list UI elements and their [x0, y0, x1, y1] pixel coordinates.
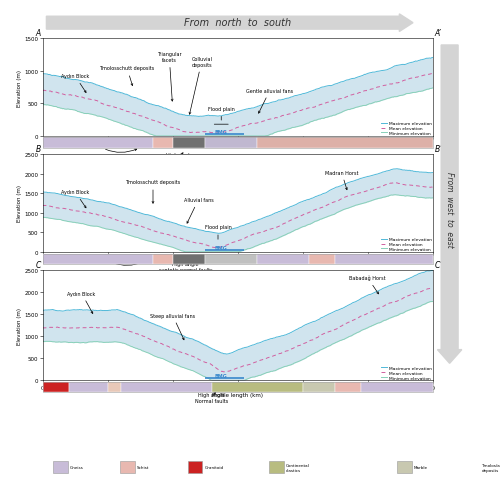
- Text: Aydın Block: Aydın Block: [61, 190, 89, 208]
- Bar: [120, 461, 135, 473]
- Text: B’: B’: [434, 145, 442, 154]
- Text: High angle
syntetic normal faults: High angle syntetic normal faults: [152, 152, 206, 163]
- Text: Continental
clastics: Continental clastics: [286, 463, 310, 471]
- Bar: [188, 461, 202, 473]
- Bar: [153, 138, 172, 148]
- Text: A: A: [36, 29, 41, 38]
- FancyArrow shape: [438, 46, 462, 364]
- Text: Flood plain: Flood plain: [204, 225, 232, 240]
- Text: Madran Horst: Madran Horst: [325, 170, 358, 190]
- FancyArrow shape: [46, 15, 413, 32]
- Bar: [302, 382, 335, 392]
- Bar: [335, 382, 361, 392]
- Text: Gentle alluvial fans: Gentle alluvial fans: [246, 88, 294, 114]
- Bar: [361, 382, 432, 392]
- Legend: Maximum elevation, Mean elevation, Minimum elevation: Maximum elevation, Mean elevation, Minim…: [380, 366, 432, 380]
- Bar: [108, 382, 120, 392]
- Text: Gneiss: Gneiss: [70, 465, 83, 469]
- Text: Marble: Marble: [414, 465, 428, 469]
- Bar: [257, 138, 432, 148]
- Bar: [205, 254, 257, 264]
- Text: From  north  to  south: From north to south: [184, 18, 291, 28]
- Text: B: B: [36, 145, 41, 154]
- Bar: [205, 138, 257, 148]
- Text: Aydın Block: Aydın Block: [68, 291, 96, 314]
- Text: Detachment fault: Detachment fault: [73, 141, 136, 153]
- Y-axis label: Elevation (m): Elevation (m): [16, 69, 21, 106]
- Y-axis label: Elevation (m): Elevation (m): [16, 307, 21, 344]
- Text: Tmolos/alluvial fan
deposits: Tmolos/alluvial fan deposits: [482, 463, 500, 471]
- Bar: [269, 461, 284, 473]
- Bar: [172, 254, 205, 264]
- Text: Colluvial
deposits: Colluvial deposits: [189, 57, 212, 115]
- Text: High angle
syntetic normal faults: High angle syntetic normal faults: [158, 261, 212, 272]
- Text: Babadağ Horst: Babadağ Horst: [349, 275, 386, 294]
- Bar: [68, 382, 108, 392]
- Bar: [120, 382, 212, 392]
- Bar: [42, 382, 68, 392]
- Bar: [52, 461, 68, 473]
- Text: Triangular
facets: Triangular facets: [157, 52, 182, 102]
- Text: BMG: BMG: [215, 245, 228, 250]
- Text: Aydın Block: Aydın Block: [61, 74, 89, 93]
- Text: Detachment fault: Detachment fault: [80, 254, 144, 266]
- Bar: [398, 461, 412, 473]
- Bar: [172, 138, 205, 148]
- Bar: [42, 254, 153, 264]
- Text: High angle
Normal faults: High angle Normal faults: [195, 392, 228, 403]
- X-axis label: Profile length (km): Profile length (km): [212, 392, 263, 398]
- Text: Flood plain: Flood plain: [208, 106, 234, 121]
- Bar: [309, 254, 335, 264]
- Text: Steep alluvial fans: Steep alluvial fans: [150, 313, 195, 340]
- Bar: [42, 138, 153, 148]
- Text: C: C: [35, 261, 40, 270]
- Bar: [257, 254, 309, 264]
- Text: C’: C’: [434, 261, 442, 270]
- Text: Alluvial fans: Alluvial fans: [184, 198, 214, 224]
- Bar: [335, 254, 432, 264]
- Text: BMG: BMG: [215, 373, 228, 379]
- Legend: Maximum elevation, Mean elevation, Minimum elevation: Maximum elevation, Mean elevation, Minim…: [380, 238, 432, 251]
- Bar: [153, 254, 172, 264]
- Text: Granitoid: Granitoid: [204, 465, 224, 469]
- Text: From  west  to  east: From west to east: [445, 172, 454, 247]
- Text: Tmolosschutt deposits: Tmolosschutt deposits: [100, 66, 154, 86]
- Y-axis label: Elevation (m): Elevation (m): [16, 185, 21, 222]
- Text: Tmolosschutt deposits: Tmolosschutt deposits: [126, 180, 180, 204]
- Text: Schist: Schist: [137, 465, 149, 469]
- Bar: [465, 461, 479, 473]
- Text: A’: A’: [434, 29, 441, 38]
- Text: BMG: BMG: [215, 130, 228, 135]
- Bar: [212, 382, 302, 392]
- Legend: Maximum elevation, Mean elevation, Minimum elevation: Maximum elevation, Mean elevation, Minim…: [380, 122, 432, 136]
